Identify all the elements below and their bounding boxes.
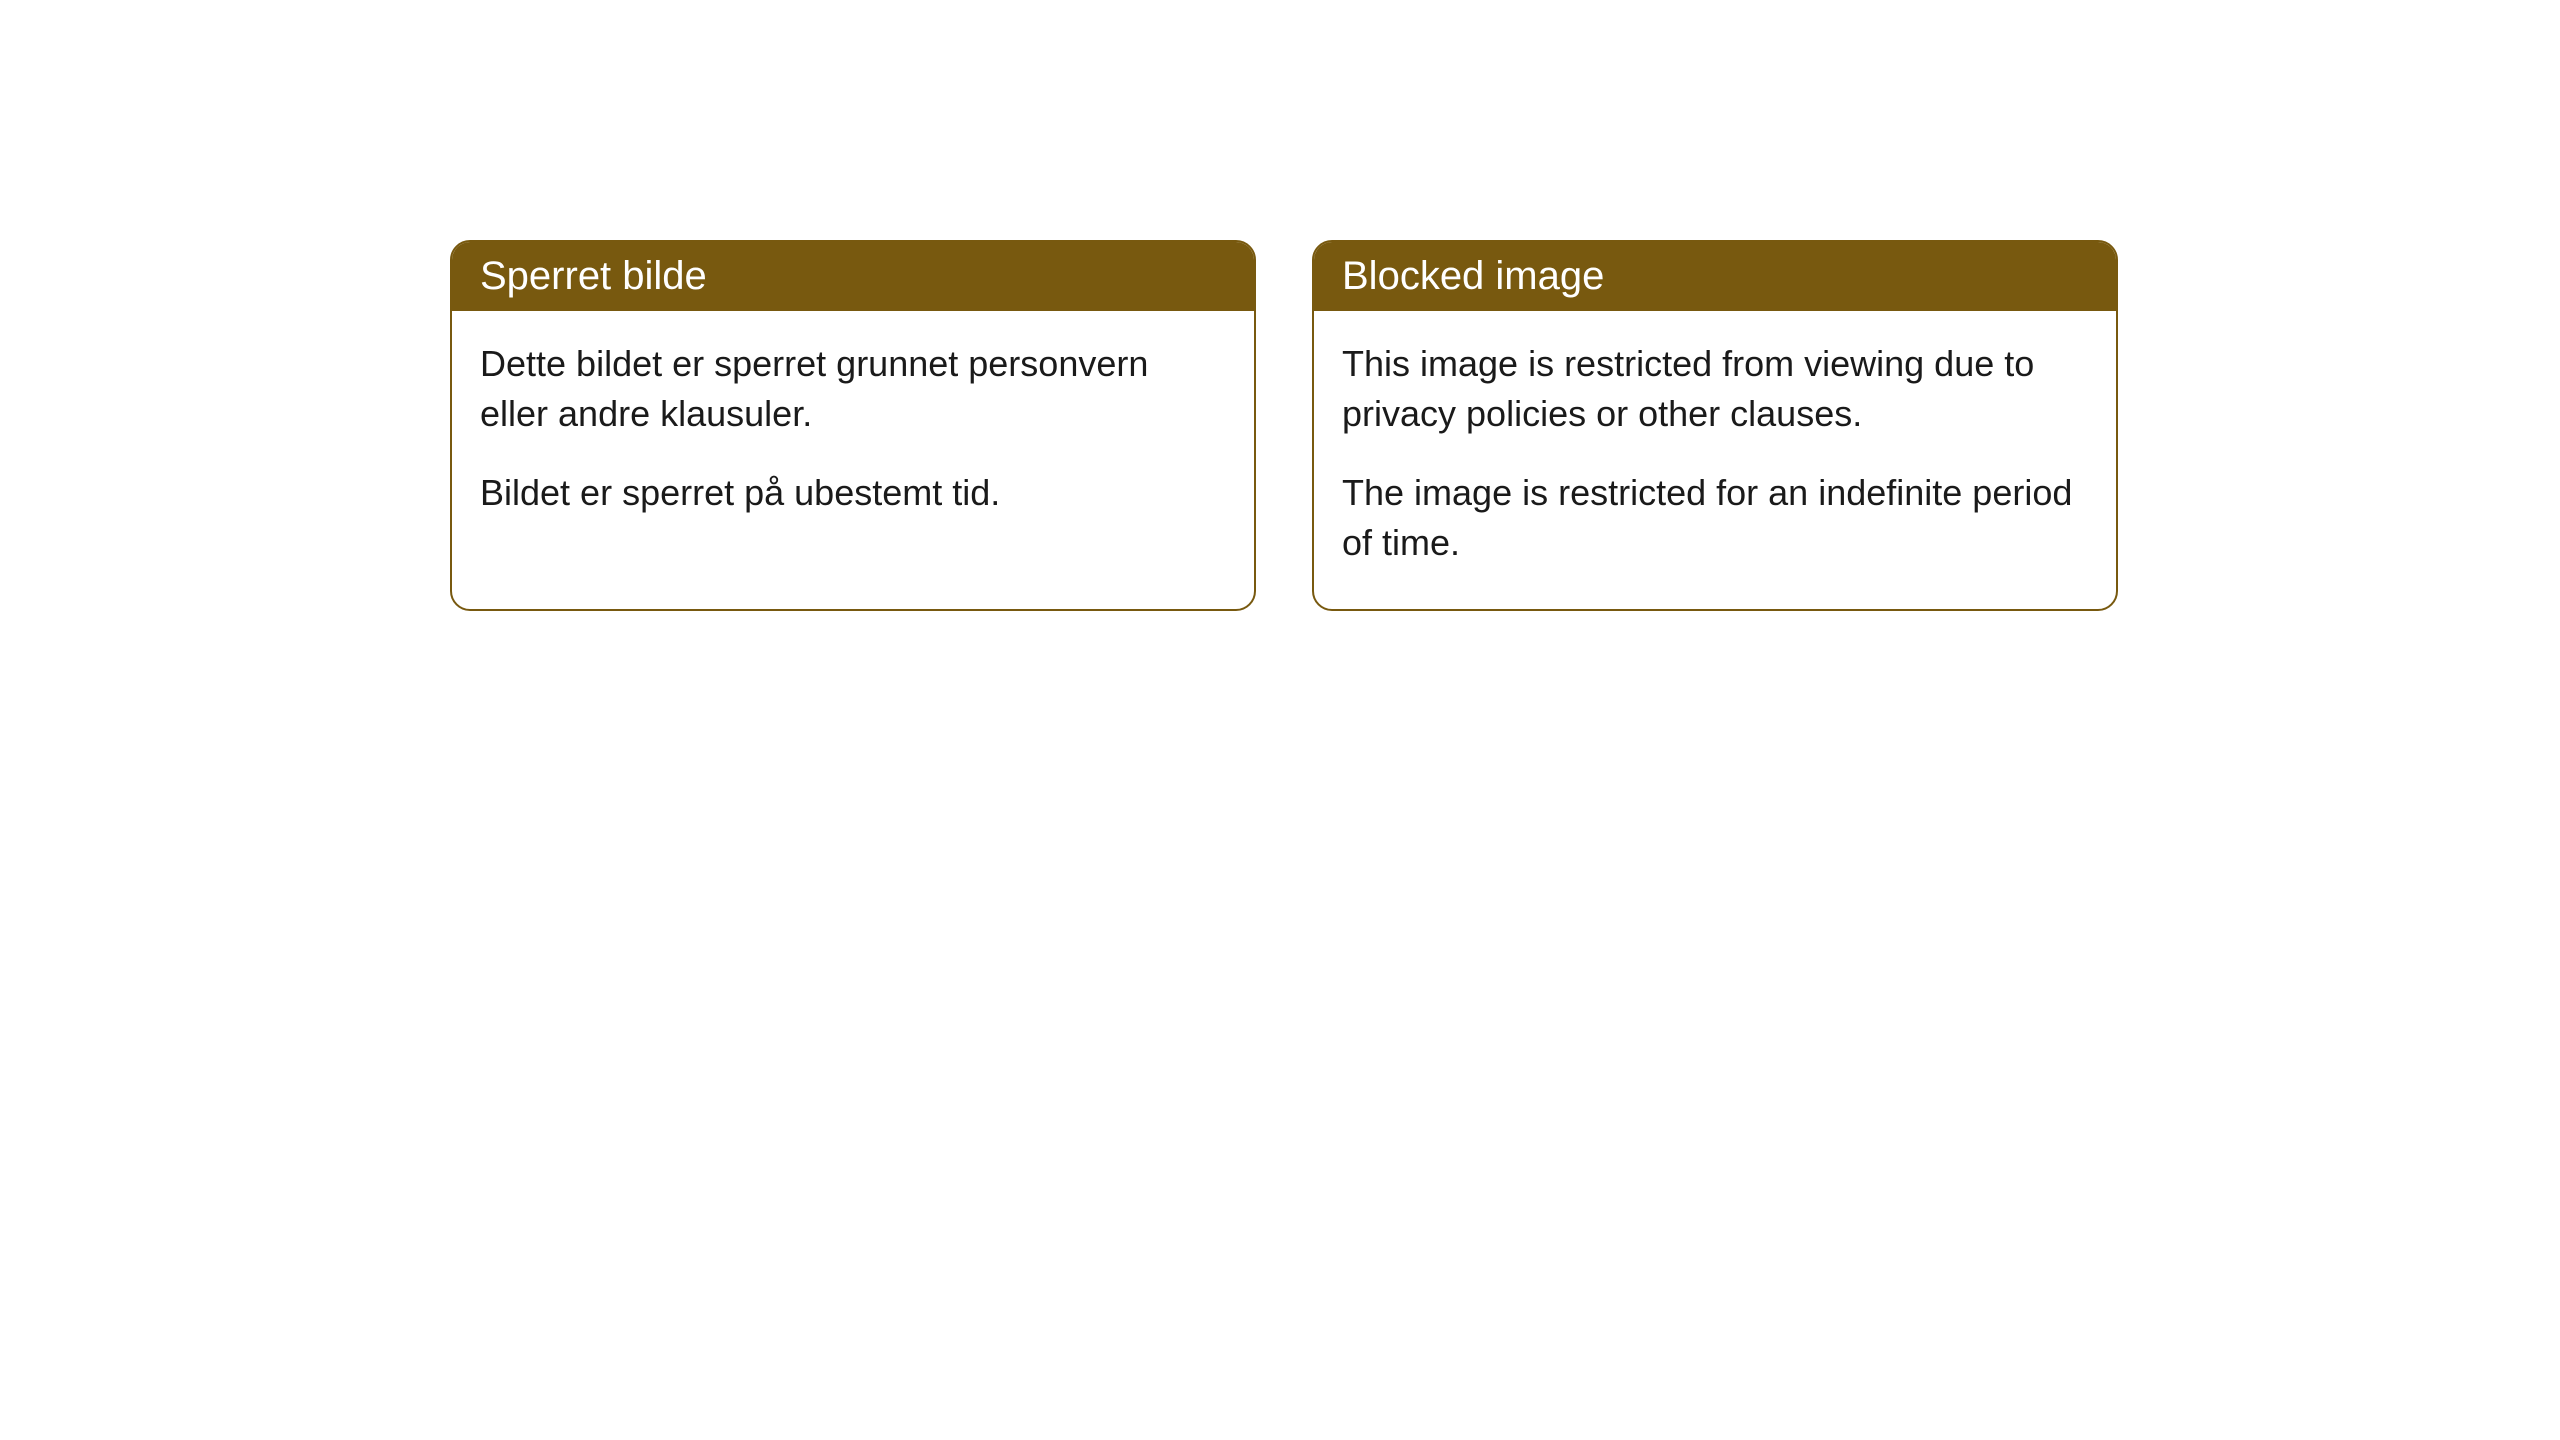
card-paragraph-1: Dette bildet er sperret grunnet personve… — [480, 339, 1226, 440]
notice-cards-container: Sperret bilde Dette bildet er sperret gr… — [0, 0, 2560, 611]
card-header: Sperret bilde — [452, 242, 1254, 311]
card-body: Dette bildet er sperret grunnet personve… — [452, 311, 1254, 558]
card-paragraph-1: This image is restricted from viewing du… — [1342, 339, 2088, 440]
card-header: Blocked image — [1314, 242, 2116, 311]
card-title: Sperret bilde — [480, 254, 707, 298]
card-body: This image is restricted from viewing du… — [1314, 311, 2116, 609]
card-title: Blocked image — [1342, 254, 1604, 298]
card-paragraph-2: Bildet er sperret på ubestemt tid. — [480, 468, 1226, 518]
notice-card-norwegian: Sperret bilde Dette bildet er sperret gr… — [450, 240, 1256, 611]
card-paragraph-2: The image is restricted for an indefinit… — [1342, 468, 2088, 569]
notice-card-english: Blocked image This image is restricted f… — [1312, 240, 2118, 611]
